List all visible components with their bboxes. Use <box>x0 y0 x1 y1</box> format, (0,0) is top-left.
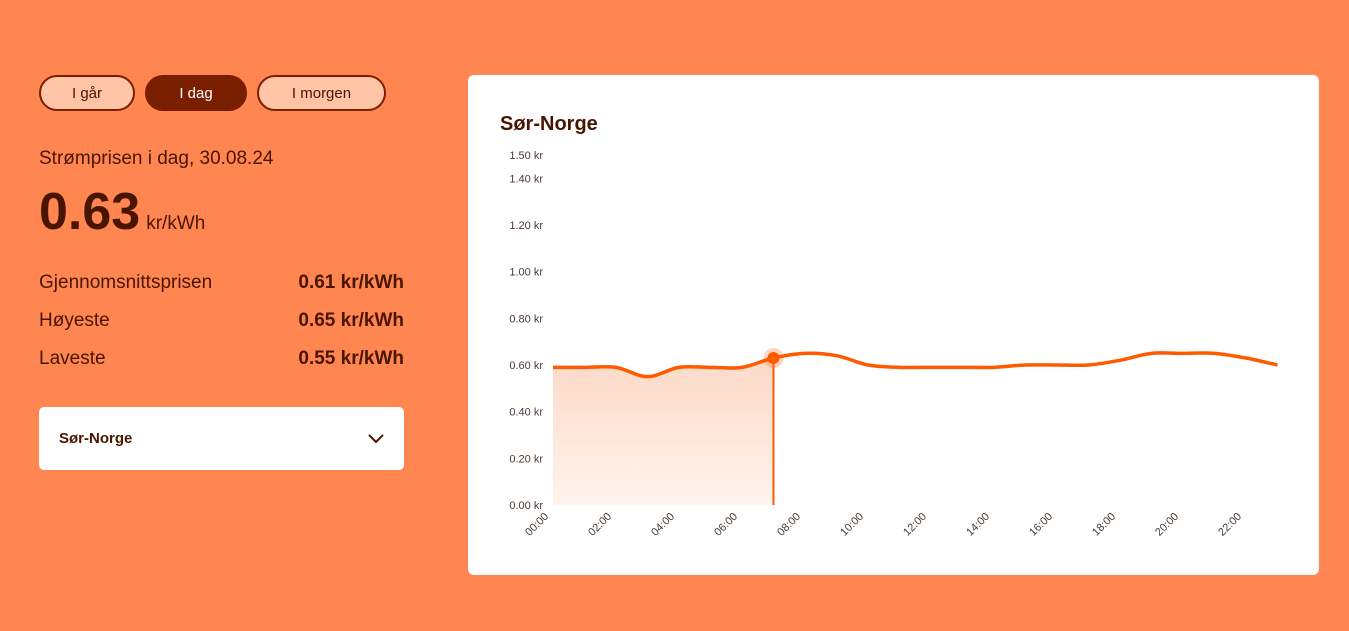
y-tick-label: 0.00 kr <box>509 500 543 512</box>
y-tick-label: 1.20 kr <box>509 220 543 232</box>
x-tick-label: 16:00 <box>1027 511 1055 539</box>
price-value: 0.63 <box>39 183 141 241</box>
price-heading: Strømprisen i dag, 30.08.24 <box>39 148 274 169</box>
day-tab[interactable]: I dag <box>145 75 247 111</box>
x-tick-label: 02:00 <box>586 511 614 539</box>
stat-value: 0.61 kr/kWh <box>298 272 404 293</box>
region-label: Sør-Norge <box>59 430 133 447</box>
day-tab[interactable]: I morgen <box>257 75 386 111</box>
x-tick-label: 18:00 <box>1090 511 1118 539</box>
stat-value: 0.65 kr/kWh <box>298 310 404 331</box>
current-point <box>767 352 780 364</box>
region-select[interactable]: Sør-Norge <box>39 407 404 470</box>
chart: Sør-Norge 0.00 kr 0.20 kr 0.40 kr 0.60 kr 0.… <box>500 113 1278 539</box>
y-tick-label: 1.00 kr <box>509 267 543 279</box>
y-tick-label: 1.50 kr <box>509 150 543 162</box>
x-tick-label: 00:00 <box>523 511 551 539</box>
x-tick-label: 10:00 <box>838 511 866 539</box>
y-tick-label: 1.40 kr <box>509 173 543 185</box>
stat-label: Laveste <box>39 348 106 369</box>
x-tick-label: 08:00 <box>775 511 803 539</box>
past-area <box>553 358 774 505</box>
stat-row: Gjennomsnittsprisen 0.61 kr/kWh <box>39 272 404 294</box>
stat-value: 0.55 kr/kWh <box>298 348 404 369</box>
y-tick-label: 0.20 kr <box>509 453 543 465</box>
x-tick-label: 06:00 <box>712 511 740 539</box>
stat-row: Laveste 0.55 kr/kWh <box>39 348 404 370</box>
day-tab[interactable]: I går <box>39 75 135 111</box>
stat-label: Høyeste <box>39 310 110 331</box>
day-tabs: I går I dag I morgen <box>39 75 386 111</box>
x-tick-label: 12:00 <box>901 511 929 539</box>
price-line <box>553 351 1278 379</box>
y-tick-label: 0.80 kr <box>509 313 543 325</box>
price-unit: kr/kWh <box>146 213 206 234</box>
x-tick-label: 20:00 <box>1153 511 1181 539</box>
x-tick-label: 14:00 <box>964 511 992 539</box>
chart-card: Sør-Norge 0.00 kr 0.20 kr 0.40 kr 0.60 kr 0.… <box>468 75 1319 575</box>
chevron <box>368 433 384 443</box>
chart-title: Sør-Norge <box>500 113 598 135</box>
y-tick-label: 0.60 kr <box>509 360 543 372</box>
x-tick-label: 04:00 <box>649 511 677 539</box>
y-tick-label: 0.40 kr <box>509 407 543 419</box>
stat-row: Høyeste 0.65 kr/kWh <box>39 310 404 332</box>
stat-label: Gjennomsnittsprisen <box>39 272 213 293</box>
x-tick-label: 22:00 <box>1216 511 1244 539</box>
current-price: 0.63 kr/kWh <box>39 182 205 242</box>
